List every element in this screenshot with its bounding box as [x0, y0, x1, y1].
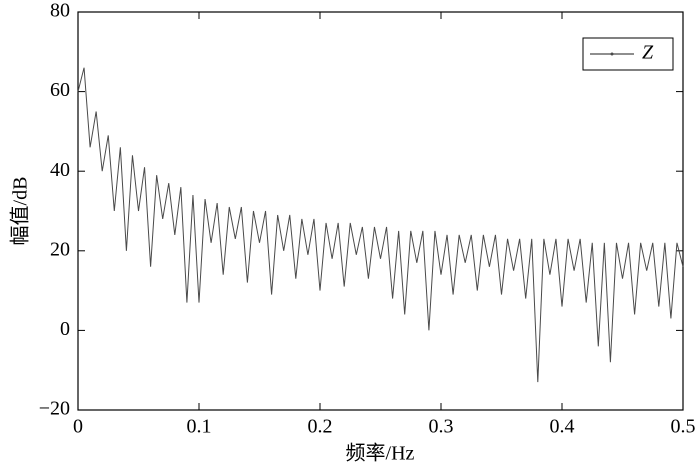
- y-tick-label: −20: [39, 398, 70, 420]
- x-tick-label: 0: [73, 416, 83, 438]
- legend-label: Z: [642, 42, 654, 64]
- x-axis-label: 频率/Hz: [346, 442, 415, 465]
- data-line: [77, 67, 684, 383]
- y-tick-label: 40: [50, 159, 70, 181]
- y-tick-label: 80: [50, 0, 70, 22]
- legend-marker: [610, 52, 614, 56]
- x-tick-label: 0.2: [308, 416, 333, 438]
- x-tick-label: 0.4: [550, 416, 575, 438]
- y-tick-label: 20: [50, 238, 70, 260]
- x-tick-label: 0.3: [429, 416, 454, 438]
- y-axis-label: 幅值/dB: [9, 177, 32, 246]
- x-tick-label: 0.1: [187, 416, 212, 438]
- x-tick-label: 0.5: [671, 416, 696, 438]
- plot-frame: [77, 11, 684, 411]
- y-tick-label: 60: [50, 79, 70, 101]
- y-tick-label: 0: [60, 318, 70, 340]
